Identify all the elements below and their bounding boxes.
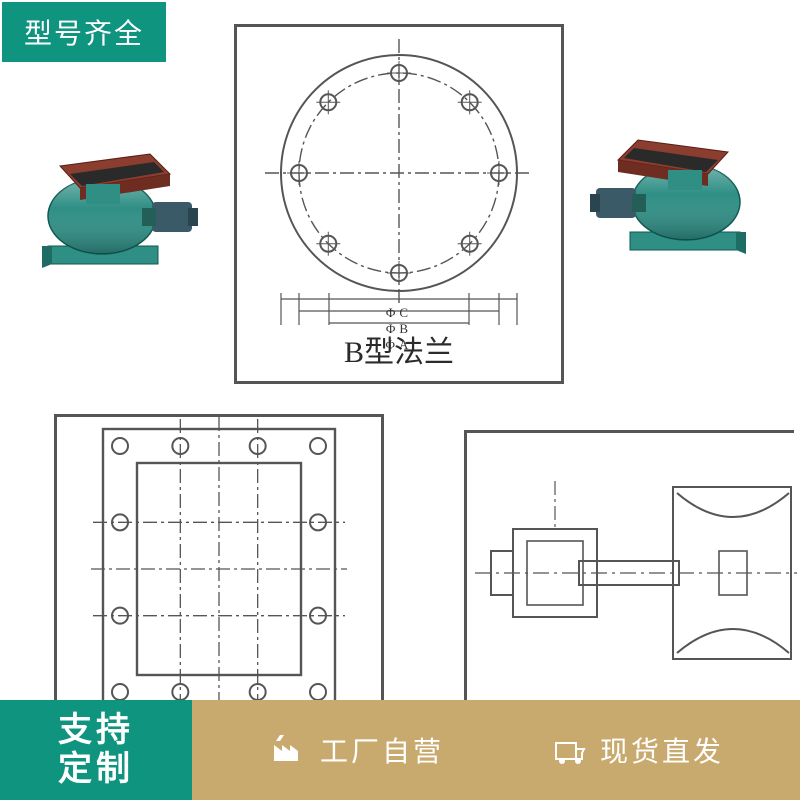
- factory-icon: [268, 729, 310, 771]
- dim-phi-c: ΦC: [237, 305, 561, 321]
- promo-features: 工厂自营 现货直发: [192, 700, 800, 800]
- feature-label: 工厂自营: [320, 730, 444, 770]
- badge-model-complete: 型号齐全: [2, 2, 166, 62]
- promo-bar: 支持 定制 工厂自营 现货直发: [0, 700, 800, 800]
- feature-in-stock: 现货直发: [548, 729, 724, 771]
- product-image-left: [2, 96, 202, 296]
- diagram-side-view: [464, 430, 794, 730]
- flange-caption: B型法兰: [237, 327, 561, 371]
- diagram-b-flange: ΦC ΦB ΦA B型法兰: [234, 24, 564, 384]
- product-image-right: [586, 82, 786, 282]
- feature-label: 现货直发: [600, 730, 724, 770]
- promo-support-custom: 支持 定制: [0, 700, 192, 800]
- diagram-a-flange: [54, 414, 384, 734]
- feature-factory-direct: 工厂自营: [268, 729, 444, 771]
- stock-icon: [548, 729, 590, 771]
